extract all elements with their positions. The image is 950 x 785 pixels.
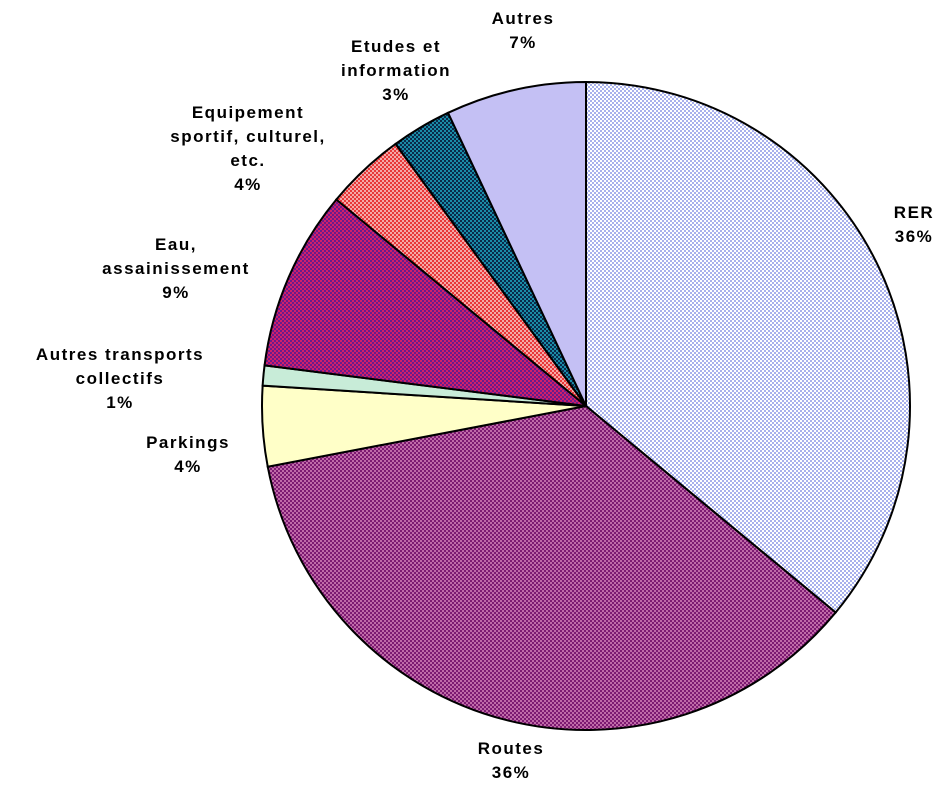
pie-label-equipement-sportif-culturel-etc: Equipement sportif, culturel, etc. 4% (170, 103, 325, 194)
pie-label-autres-transports-collectifs: Autres transports collectifs 1% (36, 345, 204, 412)
pie-label-eau-assainissement: Eau, assainissement 9% (102, 235, 250, 302)
pie-slice-eau-assainissement (263, 198, 590, 408)
pie-label-autres: Autres 7% (492, 9, 555, 52)
pie-label-routes: Routes 36% (478, 739, 545, 782)
pie-slice-routes (266, 404, 838, 731)
pie-slice-rer (585, 80, 911, 614)
pie-slice-autres (446, 80, 587, 407)
pie-label-parkings: Parkings 4% (146, 433, 230, 476)
pie-slices (261, 80, 911, 731)
pie-label-etudes-et-information: Etudes et information 3% (341, 37, 451, 104)
pie-label-rer: RER 36% (894, 203, 934, 246)
pie-labels: RER 36% Routes 36% Parkings 4% Autres transpor… (36, 9, 934, 782)
